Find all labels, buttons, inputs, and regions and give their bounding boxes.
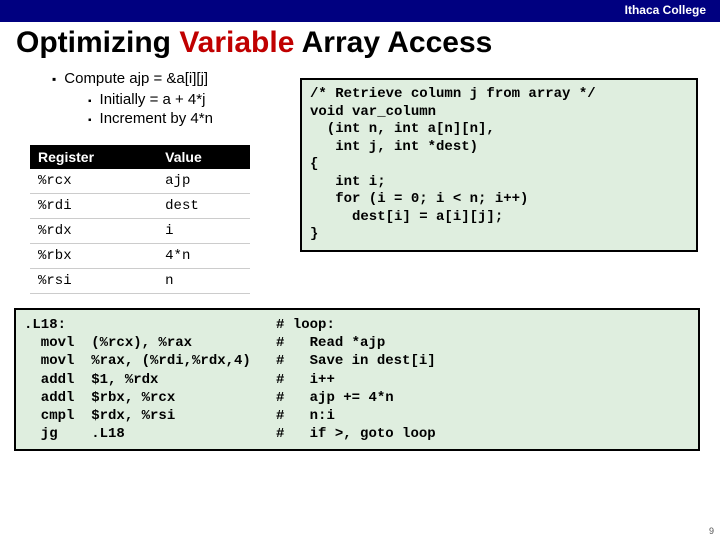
title-post: Array Access: [294, 26, 492, 59]
table-row: %rbx4*n: [30, 244, 250, 269]
col-value: Value: [157, 145, 250, 169]
table-row: %rdxi: [30, 219, 250, 244]
c-code-box: /* Retrieve column j from array */ void …: [300, 78, 698, 252]
title-pre: Optimizing: [16, 26, 179, 59]
table-row: %rcxajp: [30, 169, 250, 194]
table-header-row: Register Value: [30, 145, 250, 169]
page-number: 9: [709, 526, 714, 536]
table-row: %rdidest: [30, 194, 250, 219]
col-register: Register: [30, 145, 157, 169]
table-row: %rsin: [30, 269, 250, 294]
asm-code-box: .L18: # loop: movl (%rcx), %rax # Read *…: [14, 308, 700, 451]
college-name: Ithaca College: [625, 3, 706, 17]
header-bar: Ithaca College: [0, 0, 720, 22]
register-table: Register Value %rcxajp %rdidest %rdxi %r…: [30, 145, 250, 294]
slide-title: Optimizing Variable Array Access: [0, 22, 720, 66]
title-highlight: Variable: [179, 26, 294, 59]
